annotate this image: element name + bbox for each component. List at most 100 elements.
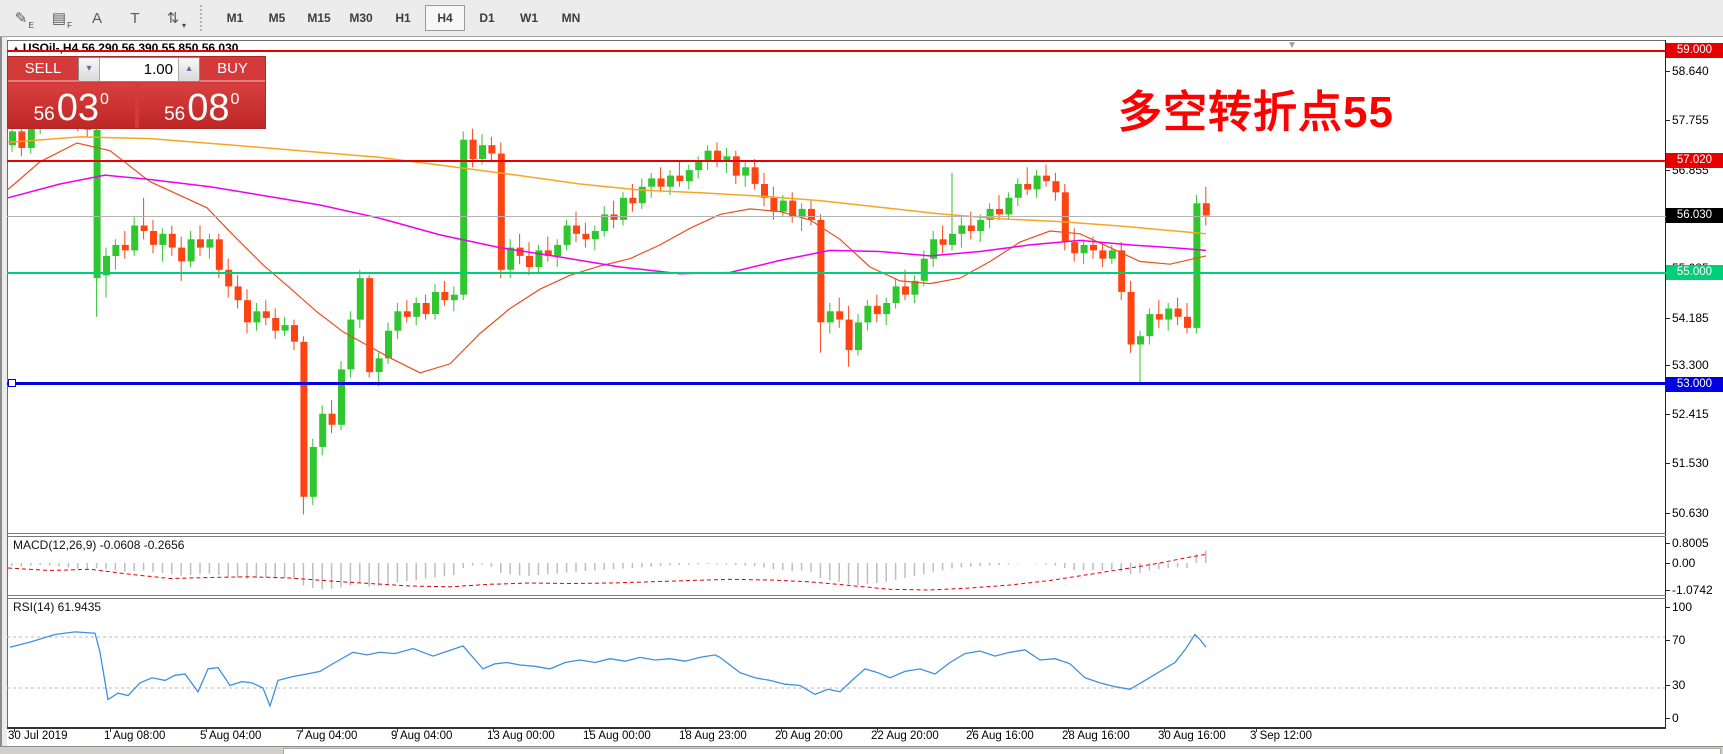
candle-body (958, 225, 966, 234)
text-box-icon-icon[interactable]: T (130, 9, 140, 27)
candle-body (864, 305, 872, 323)
time-tick-label: 30 Jul 2019 (8, 730, 68, 742)
candle-body (902, 286, 909, 295)
candle-body (845, 319, 853, 351)
ma-magenta-line (7, 174, 1207, 275)
text-label-icon-icon[interactable]: A (91, 9, 102, 27)
macd-tick-label: 0.8005 (1672, 536, 1709, 550)
candle-body (150, 231, 157, 245)
grid-icon-icon[interactable]: ▤ F (51, 10, 72, 30)
pane-divider-macd-2 (7, 536, 1666, 537)
candle-body (939, 239, 947, 245)
macd-tick-mark (1665, 543, 1670, 544)
candle-body (1137, 336, 1144, 345)
bid-price-big: 03 (56, 86, 99, 129)
sell-button[interactable]: SELL (8, 57, 78, 82)
candle-body (319, 413, 327, 447)
candle-body (977, 219, 985, 231)
symbol-ohlc-text: USOil-,H4 56.290 56.390 55.850 56.030 (22, 41, 239, 55)
chart-border-top (7, 40, 1666, 41)
candle-body (770, 197, 778, 212)
rsi-tick-label: 70 (1672, 633, 1686, 647)
candle-body (949, 233, 956, 245)
horizontal-line-59.000[interactable] (7, 50, 1666, 52)
bid-price-sup: 0 (100, 91, 109, 108)
chart-border-bottom (7, 727, 1666, 729)
candle-body (704, 150, 712, 162)
candle-body (779, 200, 787, 212)
chart-shift-marker-icon[interactable]: ▼ (1287, 40, 1297, 51)
candle-body (1005, 197, 1013, 215)
candle-body (178, 247, 186, 262)
toolbar-icons: ✎ E ▤ F A T ⇅ ▾ (0, 4, 190, 32)
arrows-tool-icon-icon[interactable]: ⇅ ▾ (166, 10, 186, 30)
candle-body (1043, 175, 1050, 182)
horizontal-line-56.030[interactable] (7, 216, 1666, 217)
macd-tick-label: -1.0742 (1672, 583, 1713, 597)
volume-input[interactable] (100, 58, 178, 81)
timeframe-button-d1[interactable]: D1 (479, 11, 495, 25)
horizontal-line-57.020[interactable] (7, 160, 1666, 162)
candle-body (347, 319, 355, 370)
horizontal-scrollbar[interactable] (283, 748, 1721, 754)
candle-body (197, 239, 204, 248)
candle-body (18, 131, 26, 148)
volume-decrease-button[interactable]: ▾ (79, 58, 100, 81)
bid-price-tile[interactable]: 56 03 0 (8, 84, 135, 128)
pane-divider-macd[interactable] (7, 533, 1666, 534)
candle-body (676, 175, 684, 182)
macd-tick-mark (1665, 563, 1670, 564)
timeframe-button-h1[interactable]: H1 (395, 11, 411, 25)
timeframe-button-m1[interactable]: M1 (226, 11, 244, 25)
candle-body (1193, 203, 1201, 328)
candle-body (1014, 184, 1022, 198)
price-tick-label: 57.755 (1672, 113, 1709, 127)
candle-body (516, 247, 524, 256)
timeframe-button-m5[interactable]: M5 (268, 11, 286, 25)
candle-body (1033, 175, 1041, 190)
candle-body (657, 178, 665, 187)
volume-increase-button[interactable]: ▴ (178, 58, 199, 81)
price-tick-label: 51.530 (1672, 456, 1709, 470)
candle-body (1061, 192, 1069, 243)
chart-edit-icon-icon[interactable]: ✎ E (14, 10, 34, 30)
candle-body (563, 225, 571, 245)
timeframe-button-mn[interactable]: MN (561, 11, 581, 25)
pane-divider-rsi[interactable] (7, 595, 1666, 596)
candle-body (497, 153, 505, 270)
timeframe-button-w1[interactable]: W1 (520, 11, 538, 25)
candle-body (667, 175, 674, 187)
timeframe-button-m30[interactable]: M30 (349, 11, 373, 25)
toolbar: ✎ E ▤ F A T ⇅ ▾ M1 M5 M15 M30 H1 H4 D1 W1 MN (0, 0, 1723, 37)
candle-body (1202, 203, 1210, 216)
time-tick-mark (972, 727, 973, 732)
candle-body (168, 233, 176, 248)
candle-body (103, 255, 110, 276)
candle-body (1165, 308, 1173, 320)
candle-body (112, 244, 120, 256)
candle-body (328, 413, 336, 425)
horizontal-line-55.000[interactable] (7, 272, 1666, 274)
candle-body (742, 167, 750, 176)
volume-spinner: ▾ ▴ (78, 57, 200, 82)
buy-button[interactable]: BUY (200, 57, 265, 82)
time-tick-mark (781, 727, 782, 732)
rsi-tick-mark (1665, 640, 1670, 641)
candle-body (385, 330, 392, 359)
price-tick-mark (1665, 463, 1670, 464)
rsi-tick-label: 100 (1672, 600, 1693, 614)
ask-price-tile[interactable]: 56 08 0 (138, 84, 265, 128)
timeframe-button-m15[interactable]: M15 (307, 11, 331, 25)
candle-body (206, 239, 214, 248)
candle-body (685, 170, 693, 182)
trade-panel-top-row: SELL ▾ ▴ BUY (8, 57, 265, 82)
horizontal-line-53.000[interactable] (7, 382, 1666, 385)
time-tick-mark (685, 727, 686, 732)
timeframe-button-h4[interactable]: H4 (425, 5, 465, 31)
hline-anchor-53000[interactable] (8, 379, 16, 387)
candle-body (1155, 314, 1163, 320)
symbol-triangle-icon: ▲ (12, 44, 20, 53)
candle-body (883, 303, 891, 315)
candle-body (751, 167, 759, 184)
